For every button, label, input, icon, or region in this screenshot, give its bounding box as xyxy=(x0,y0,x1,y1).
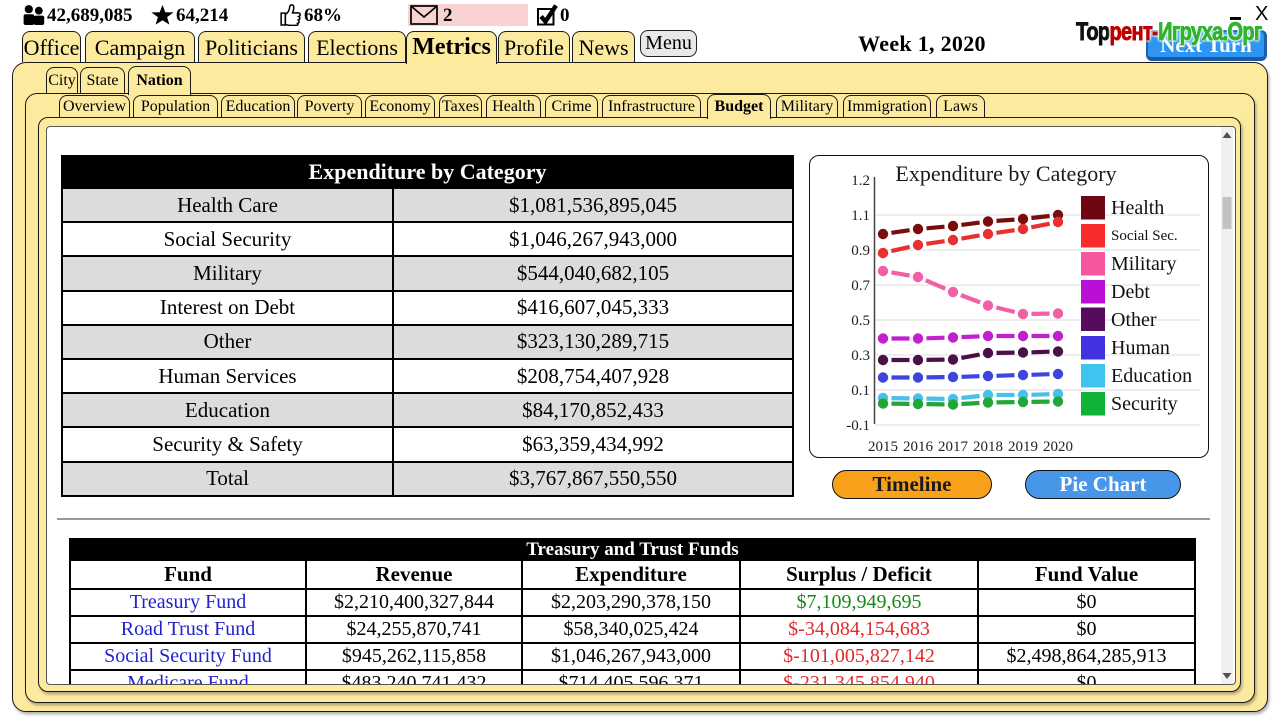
svg-text:2016: 2016 xyxy=(903,439,934,455)
svg-text:2020: 2020 xyxy=(1043,439,1073,455)
svg-text:Expenditure by Category: Expenditure by Category xyxy=(895,161,1116,186)
svg-text:0.3: 0.3 xyxy=(851,348,870,364)
svg-text:Debt: Debt xyxy=(1111,281,1150,303)
svg-text:2019: 2019 xyxy=(1008,439,1038,455)
svg-text:Social Sec.: Social Sec. xyxy=(1111,228,1178,244)
svg-text:2018: 2018 xyxy=(973,439,1003,455)
svg-text:Education: Education xyxy=(1111,365,1192,387)
svg-text:-0.1: -0.1 xyxy=(846,418,870,434)
svg-text:Security: Security xyxy=(1111,393,1178,415)
svg-text:Health: Health xyxy=(1111,197,1164,219)
svg-text:1.1: 1.1 xyxy=(851,208,870,224)
svg-text:0.9: 0.9 xyxy=(851,243,870,259)
svg-text:0.7: 0.7 xyxy=(851,278,870,294)
svg-text:0.5: 0.5 xyxy=(851,313,870,329)
svg-text:Other: Other xyxy=(1111,309,1157,331)
svg-text:Human: Human xyxy=(1111,337,1170,359)
svg-text:Military: Military xyxy=(1111,253,1177,275)
svg-text:1.2: 1.2 xyxy=(851,173,870,189)
svg-text:0.1: 0.1 xyxy=(851,383,870,399)
svg-text:2017: 2017 xyxy=(938,439,969,455)
svg-text:2015: 2015 xyxy=(868,439,898,455)
